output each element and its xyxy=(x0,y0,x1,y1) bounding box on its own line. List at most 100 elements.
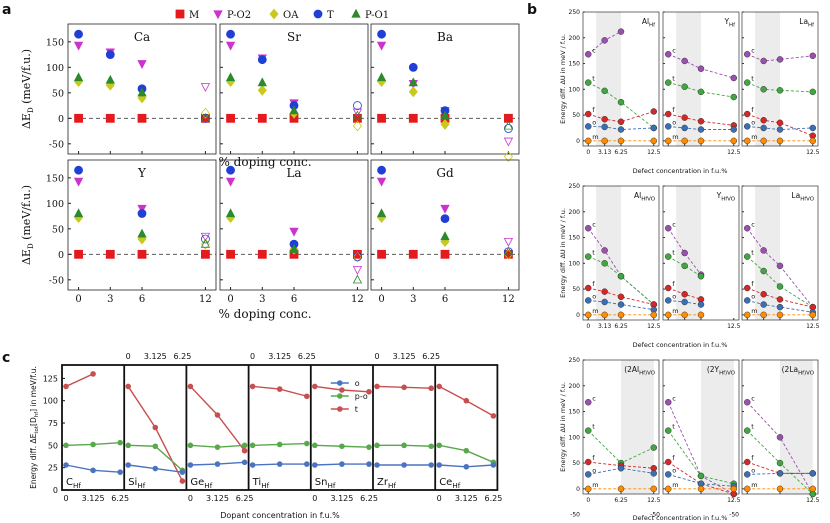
point-PO1 xyxy=(289,243,299,253)
series-point-t xyxy=(760,86,767,93)
point-OA xyxy=(503,151,513,162)
panel-b-ylabel: Energy diff. ΔU in meV / f.u. xyxy=(559,208,567,298)
series-point-f xyxy=(776,296,784,303)
y-tick-label: 50 xyxy=(48,441,58,450)
point-PO1 xyxy=(408,77,418,87)
series-label-f: f xyxy=(592,106,595,114)
y-tick-label: 0 xyxy=(58,114,64,125)
point-PO2 xyxy=(376,177,387,187)
series-point-o xyxy=(664,297,672,304)
point-T xyxy=(257,55,267,65)
subplot-label: TiHf xyxy=(252,477,270,490)
series-point-po xyxy=(304,440,310,447)
series-point-m xyxy=(664,485,672,493)
series-point-m xyxy=(664,311,672,319)
series-label-t: t xyxy=(751,249,754,257)
point-PO2 xyxy=(225,177,236,187)
series-point-m xyxy=(809,311,817,319)
series-point-o xyxy=(809,470,817,477)
subplot-label: SiHf xyxy=(128,477,146,490)
panel-c-ylabel: Energy diff. ΔEtot[Dhf] in meV/f.u. xyxy=(29,366,40,489)
y-tick-label: 250 xyxy=(569,9,581,16)
series-point-t xyxy=(697,272,705,280)
x-tick-label: 12 xyxy=(351,294,364,305)
series-point-m xyxy=(584,485,592,493)
series-point-c xyxy=(809,52,817,60)
series-point-f xyxy=(664,458,672,466)
point-T xyxy=(74,29,83,39)
x-tick-label: 0 xyxy=(250,352,255,361)
series-label-m: m xyxy=(672,481,678,489)
y-tick-label: 200 xyxy=(569,35,581,42)
x-tick-label: 0 xyxy=(586,323,590,330)
series-label-c: c xyxy=(672,220,676,228)
y-tick-label: 150 xyxy=(569,409,581,416)
series-line-po xyxy=(439,444,494,463)
point-PO2 xyxy=(73,177,84,187)
y-tick-label: 0 xyxy=(576,138,580,145)
point-OA xyxy=(352,251,362,263)
series-label-o: o xyxy=(672,292,676,300)
x-tick-label: 0 xyxy=(63,494,68,503)
x-tick-label: 3 xyxy=(107,294,113,305)
x-tick-label: 0 xyxy=(75,294,81,305)
series-point-m xyxy=(617,137,625,145)
x-tick-label: 12 xyxy=(199,294,212,305)
series-point-m xyxy=(776,137,784,145)
series-point-o xyxy=(584,123,592,130)
series-point-t xyxy=(152,424,159,431)
point-M xyxy=(257,249,267,259)
series-point-m xyxy=(681,137,688,145)
series-point-o xyxy=(650,470,658,477)
series-point-t xyxy=(366,388,372,395)
point-M xyxy=(201,249,210,259)
series-point-t xyxy=(664,253,672,260)
series-point-c xyxy=(697,65,705,72)
subplot-title: YHf xyxy=(723,17,735,28)
x-tick-label: 3.125 xyxy=(206,494,229,503)
series-point-t xyxy=(730,93,738,101)
point-PO2 xyxy=(225,41,236,51)
y-tick-label: 100 xyxy=(46,63,64,74)
series-point-m xyxy=(760,311,767,319)
point-OA xyxy=(257,84,267,96)
point-PO1 xyxy=(225,72,236,82)
point-PO2 xyxy=(376,41,387,51)
subplot-title: LaHfVO xyxy=(791,191,814,202)
point-M xyxy=(226,113,235,123)
series-line-f xyxy=(668,113,734,126)
point-PO2 xyxy=(200,232,211,242)
x-tick-label: 0 xyxy=(586,149,590,156)
panel-b-label: b xyxy=(527,2,537,18)
series-line-t xyxy=(189,385,246,452)
series-point-f xyxy=(601,288,608,295)
x-tick-label: 12.5 xyxy=(806,497,820,504)
series-point-t xyxy=(809,88,817,96)
x-tick-label: 3.13 xyxy=(598,323,612,330)
series-point-c xyxy=(601,37,608,44)
x-tick-label: 12.5 xyxy=(647,323,661,330)
subplot-title: (2LaHf)VO xyxy=(782,365,814,376)
point-T xyxy=(226,165,235,175)
y-tick-label: 200 xyxy=(569,209,581,216)
point-PO1 xyxy=(257,77,267,87)
series-point-c xyxy=(681,57,688,65)
series-point-po xyxy=(187,442,194,449)
series-point-o xyxy=(730,126,738,133)
series-point-c xyxy=(584,51,592,58)
series-point-m xyxy=(617,311,625,319)
series-label-f: f xyxy=(672,280,675,288)
series-label-o: o xyxy=(751,292,755,300)
y-tick-label: 250 xyxy=(569,183,581,190)
point-M xyxy=(105,113,115,123)
series-point-t xyxy=(697,472,705,480)
series-point-o xyxy=(809,124,817,132)
y-tick-label: 100 xyxy=(569,434,581,441)
series-point-po xyxy=(125,442,131,449)
legend-marker-po xyxy=(337,393,343,399)
series-point-t xyxy=(436,383,443,390)
series-point-f xyxy=(743,458,751,466)
series-point-po xyxy=(463,447,470,454)
series-point-m xyxy=(760,137,767,145)
legend-label-T: T xyxy=(327,10,334,21)
